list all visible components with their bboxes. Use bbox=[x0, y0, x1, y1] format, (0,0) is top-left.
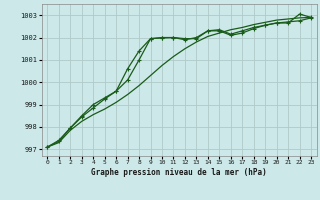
X-axis label: Graphe pression niveau de la mer (hPa): Graphe pression niveau de la mer (hPa) bbox=[91, 168, 267, 177]
